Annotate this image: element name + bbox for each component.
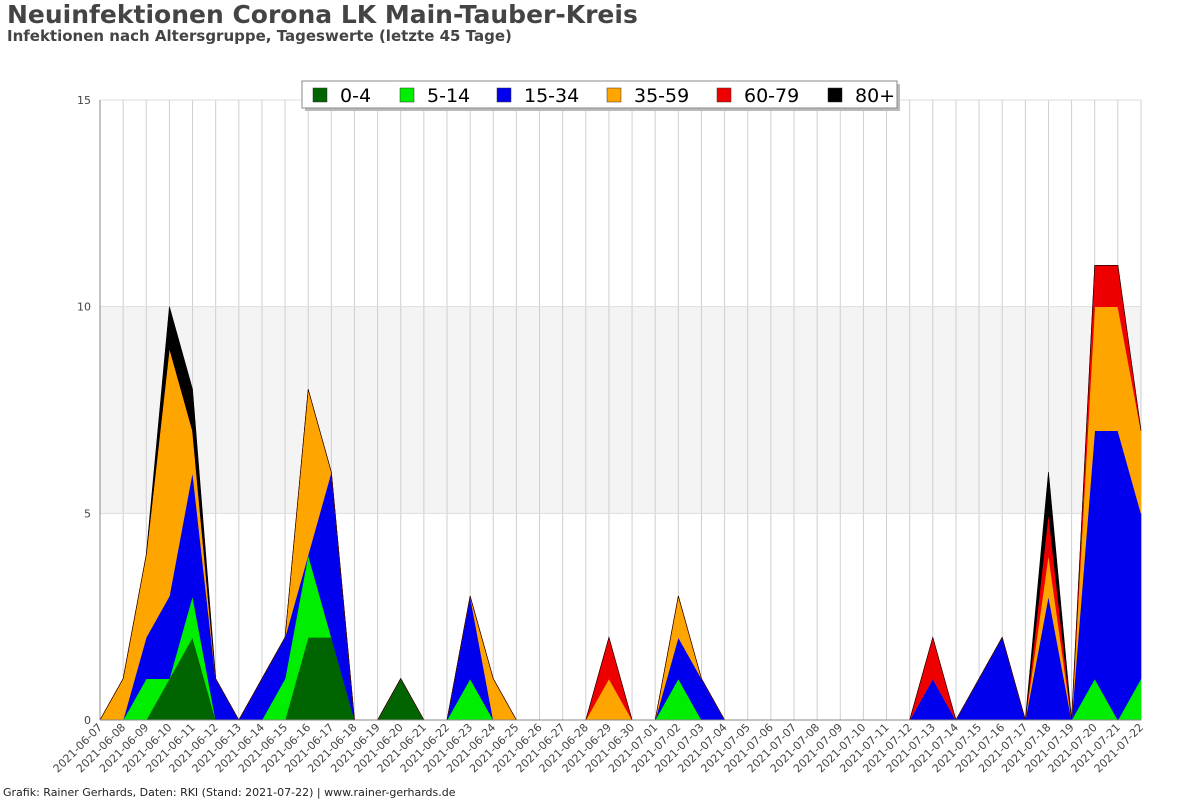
legend-label-60-79: 60-79 (744, 85, 799, 107)
legend-label-5-14: 5-14 (427, 85, 470, 107)
chart-subtitle: Infektionen nach Altersgruppe, Tageswert… (7, 27, 512, 45)
legend-label-35-59: 35-59 (634, 85, 689, 107)
y-tick-label: 10 (77, 301, 91, 314)
y-tick-label: 0 (84, 714, 91, 727)
legend-swatch-0-4 (312, 87, 328, 103)
legend-label-80+: 80+ (855, 85, 895, 107)
legend-swatch-80+ (827, 87, 843, 103)
y-tick-label: 15 (77, 94, 91, 107)
legend-swatch-5-14 (399, 87, 415, 103)
legend-swatch-60-79 (716, 87, 732, 103)
legend-label-0-4: 0-4 (340, 85, 371, 107)
legend-box (301, 80, 898, 109)
legend-label-15-34: 15-34 (524, 85, 579, 107)
chart-title: Neuinfektionen Corona LK Main-Tauber-Kre… (7, 0, 638, 29)
grid-band (100, 306, 1141, 514)
legend-swatch-35-59 (606, 87, 622, 103)
chart-footer: Grafik: Rainer Gerhards, Daten: RKI (Sta… (3, 786, 456, 799)
legend-swatch-15-34 (496, 87, 512, 103)
y-tick-label: 5 (84, 507, 91, 520)
